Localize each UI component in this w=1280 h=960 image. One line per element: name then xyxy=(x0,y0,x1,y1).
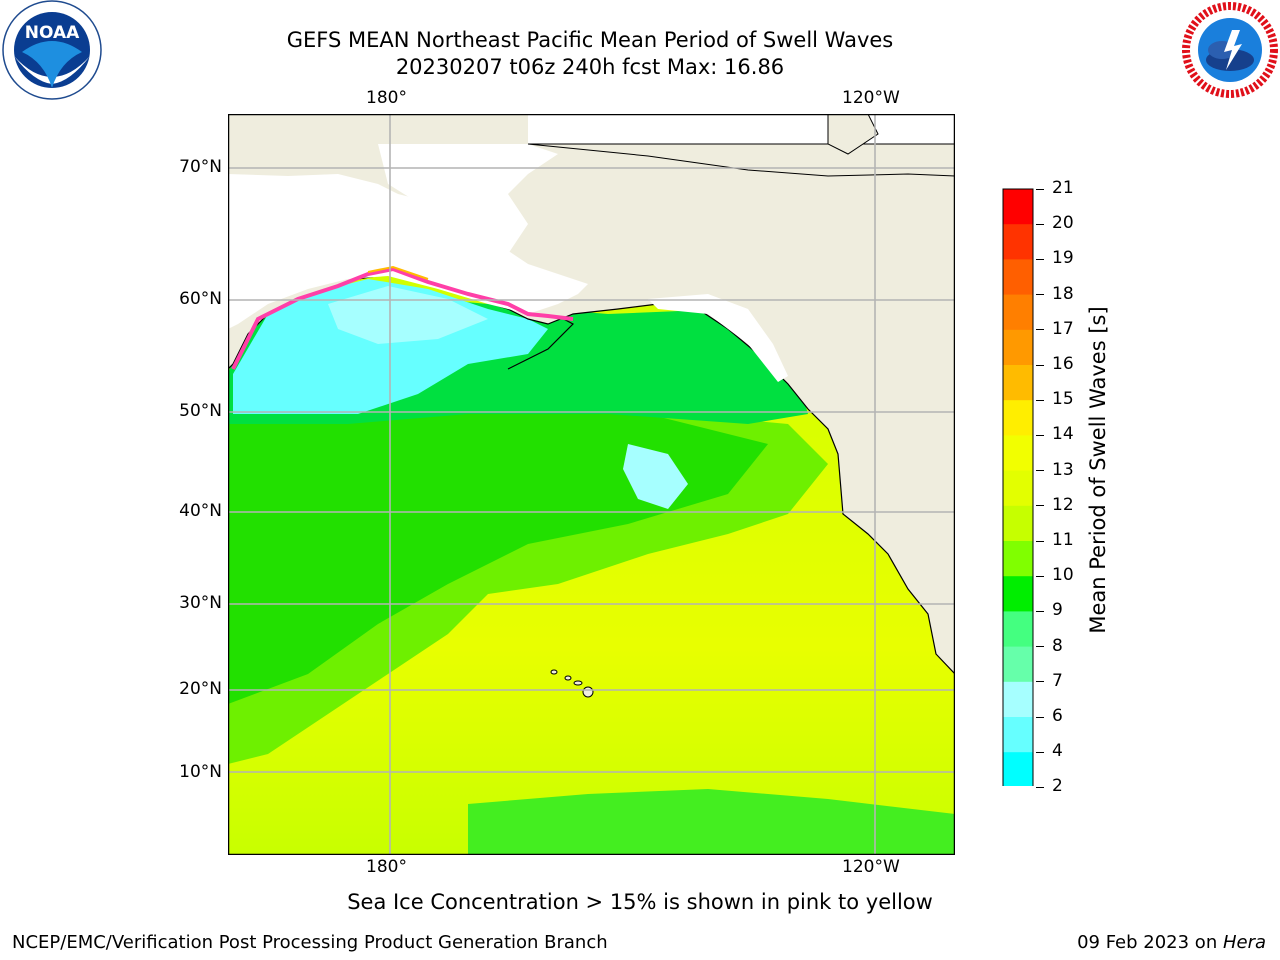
colorbar-segment xyxy=(1003,400,1033,436)
colorbar-tick-mark xyxy=(1036,575,1044,577)
colorbar-segment xyxy=(1003,505,1033,542)
lat-label-20n: 20°N xyxy=(179,679,222,699)
colorbar-tick-mark xyxy=(1036,540,1044,542)
colorbar-tick-mark xyxy=(1036,716,1044,718)
colorbar-segment xyxy=(1003,294,1033,331)
colorbar-tick-label: 18 xyxy=(1052,283,1074,304)
colorbar-tick-label: 2 xyxy=(1052,776,1063,797)
colorbar-tick-mark xyxy=(1036,505,1044,507)
colorbar-tick-mark xyxy=(1036,294,1044,296)
colorbar-tick-mark xyxy=(1036,470,1044,472)
chart-title: GEFS MEAN Northeast Pacific Mean Period … xyxy=(286,28,894,52)
colorbar-segment xyxy=(1003,435,1033,472)
colorbar-tick-label: 15 xyxy=(1052,389,1074,410)
colorbar-segment xyxy=(1003,470,1033,507)
colorbar-segment xyxy=(1003,224,1033,260)
colorbar-tick-label: 11 xyxy=(1052,530,1074,550)
colorbar-segment xyxy=(1003,541,1033,577)
colorbar-tick-label: 9 xyxy=(1052,600,1063,621)
colorbar-segment xyxy=(1003,681,1033,718)
colorbar-segment xyxy=(1003,752,1033,788)
date-stamp: 09 Feb 2023 on Hera xyxy=(1077,932,1266,953)
lat-label-40n: 40°N xyxy=(179,501,222,521)
sea-ice-note: Sea Ice Concentration > 15% is shown in … xyxy=(347,890,933,914)
colorbar-tick-label: 19 xyxy=(1052,248,1074,269)
gulf-unmodeled xyxy=(648,294,788,382)
colorbar-tick-label: 17 xyxy=(1052,318,1074,339)
colorbar-tick-label: 6 xyxy=(1052,706,1063,726)
colorbar-tick-mark xyxy=(1036,188,1044,190)
lon-label-top-180: 180° xyxy=(366,88,407,108)
colorbar-segment xyxy=(1003,189,1033,225)
colorbar-tick-mark xyxy=(1036,364,1044,366)
nws-logo xyxy=(1180,0,1280,100)
host-name: Hera xyxy=(1222,932,1266,953)
colorbar-tick-label: 7 xyxy=(1052,670,1063,691)
swell-zone-mid-cyan xyxy=(623,444,688,509)
colorbar-tick-mark xyxy=(1036,646,1044,648)
colorbar-tick-label: 10 xyxy=(1052,565,1074,586)
colorbar-segment xyxy=(1003,646,1033,683)
colorbar-tick-label: 13 xyxy=(1052,459,1074,480)
colorbar-tick-mark xyxy=(1036,681,1044,683)
lon-label-bottom-120w: 120°W xyxy=(842,857,900,877)
colorbar-tick-label: 14 xyxy=(1052,424,1074,445)
chukchi-sea-unmodeled xyxy=(378,144,558,254)
lat-label-30n: 30°N xyxy=(179,593,222,613)
swell-zone-tropics xyxy=(468,789,955,855)
colorbar-tick-mark xyxy=(1036,258,1044,260)
colorbar-tick-mark xyxy=(1036,610,1044,612)
sea-ice-edge xyxy=(231,266,574,370)
colorbar-tick-label: 16 xyxy=(1052,354,1074,374)
noaa-logo: NOAA xyxy=(0,0,104,104)
colorbar-tick-label: 8 xyxy=(1052,635,1063,656)
colorbar-tick-mark xyxy=(1036,434,1044,436)
colorbar-segment xyxy=(1003,611,1033,648)
colorbar-segment xyxy=(1003,576,1033,612)
colorbar-segment xyxy=(1003,329,1033,366)
map-frame xyxy=(227,113,956,856)
colorbar-segment xyxy=(1003,259,1033,296)
colorbar-segment xyxy=(1003,717,1033,753)
map-panel xyxy=(227,113,956,856)
lat-label-10n: 10°N xyxy=(179,762,222,782)
colorbar-tick-mark xyxy=(1036,223,1044,225)
colorbar-tick-mark xyxy=(1036,399,1044,401)
noaa-logo-text: NOAA xyxy=(25,23,80,43)
chart-subtitle: 20230207 t06z 240h fcst Max: 16.86 xyxy=(395,55,785,79)
colorbar-label: Mean Period of Swell Waves [s] xyxy=(1086,306,1110,634)
map-gridlines xyxy=(228,114,955,855)
colorbar-segment xyxy=(1003,365,1033,401)
colorbar xyxy=(1000,186,1036,817)
bering-sea-unmodeled xyxy=(228,174,588,329)
colorbar-tick-label: 12 xyxy=(1052,494,1074,515)
colorbar-tick-label: 21 xyxy=(1052,178,1074,198)
colorbar-tick-label: 4 xyxy=(1052,741,1063,762)
colorbar-tick-label: 20 xyxy=(1052,213,1074,234)
colorbar-tick-mark xyxy=(1036,751,1044,753)
lat-label-70n: 70°N xyxy=(179,157,222,177)
colorbar-tick-mark xyxy=(1036,329,1044,331)
lon-label-top-120w: 120°W xyxy=(842,88,900,108)
arctic-unmodeled xyxy=(528,114,955,144)
lon-label-bottom-180: 180° xyxy=(366,857,407,877)
credit-text: NCEP/EMC/Verification Post Processing Pr… xyxy=(12,932,608,953)
date-text: 09 Feb 2023 on xyxy=(1077,932,1223,953)
lat-label-60n: 60°N xyxy=(179,289,222,309)
lat-label-50n: 50°N xyxy=(179,401,222,421)
colorbar-tick-mark xyxy=(1036,786,1044,788)
